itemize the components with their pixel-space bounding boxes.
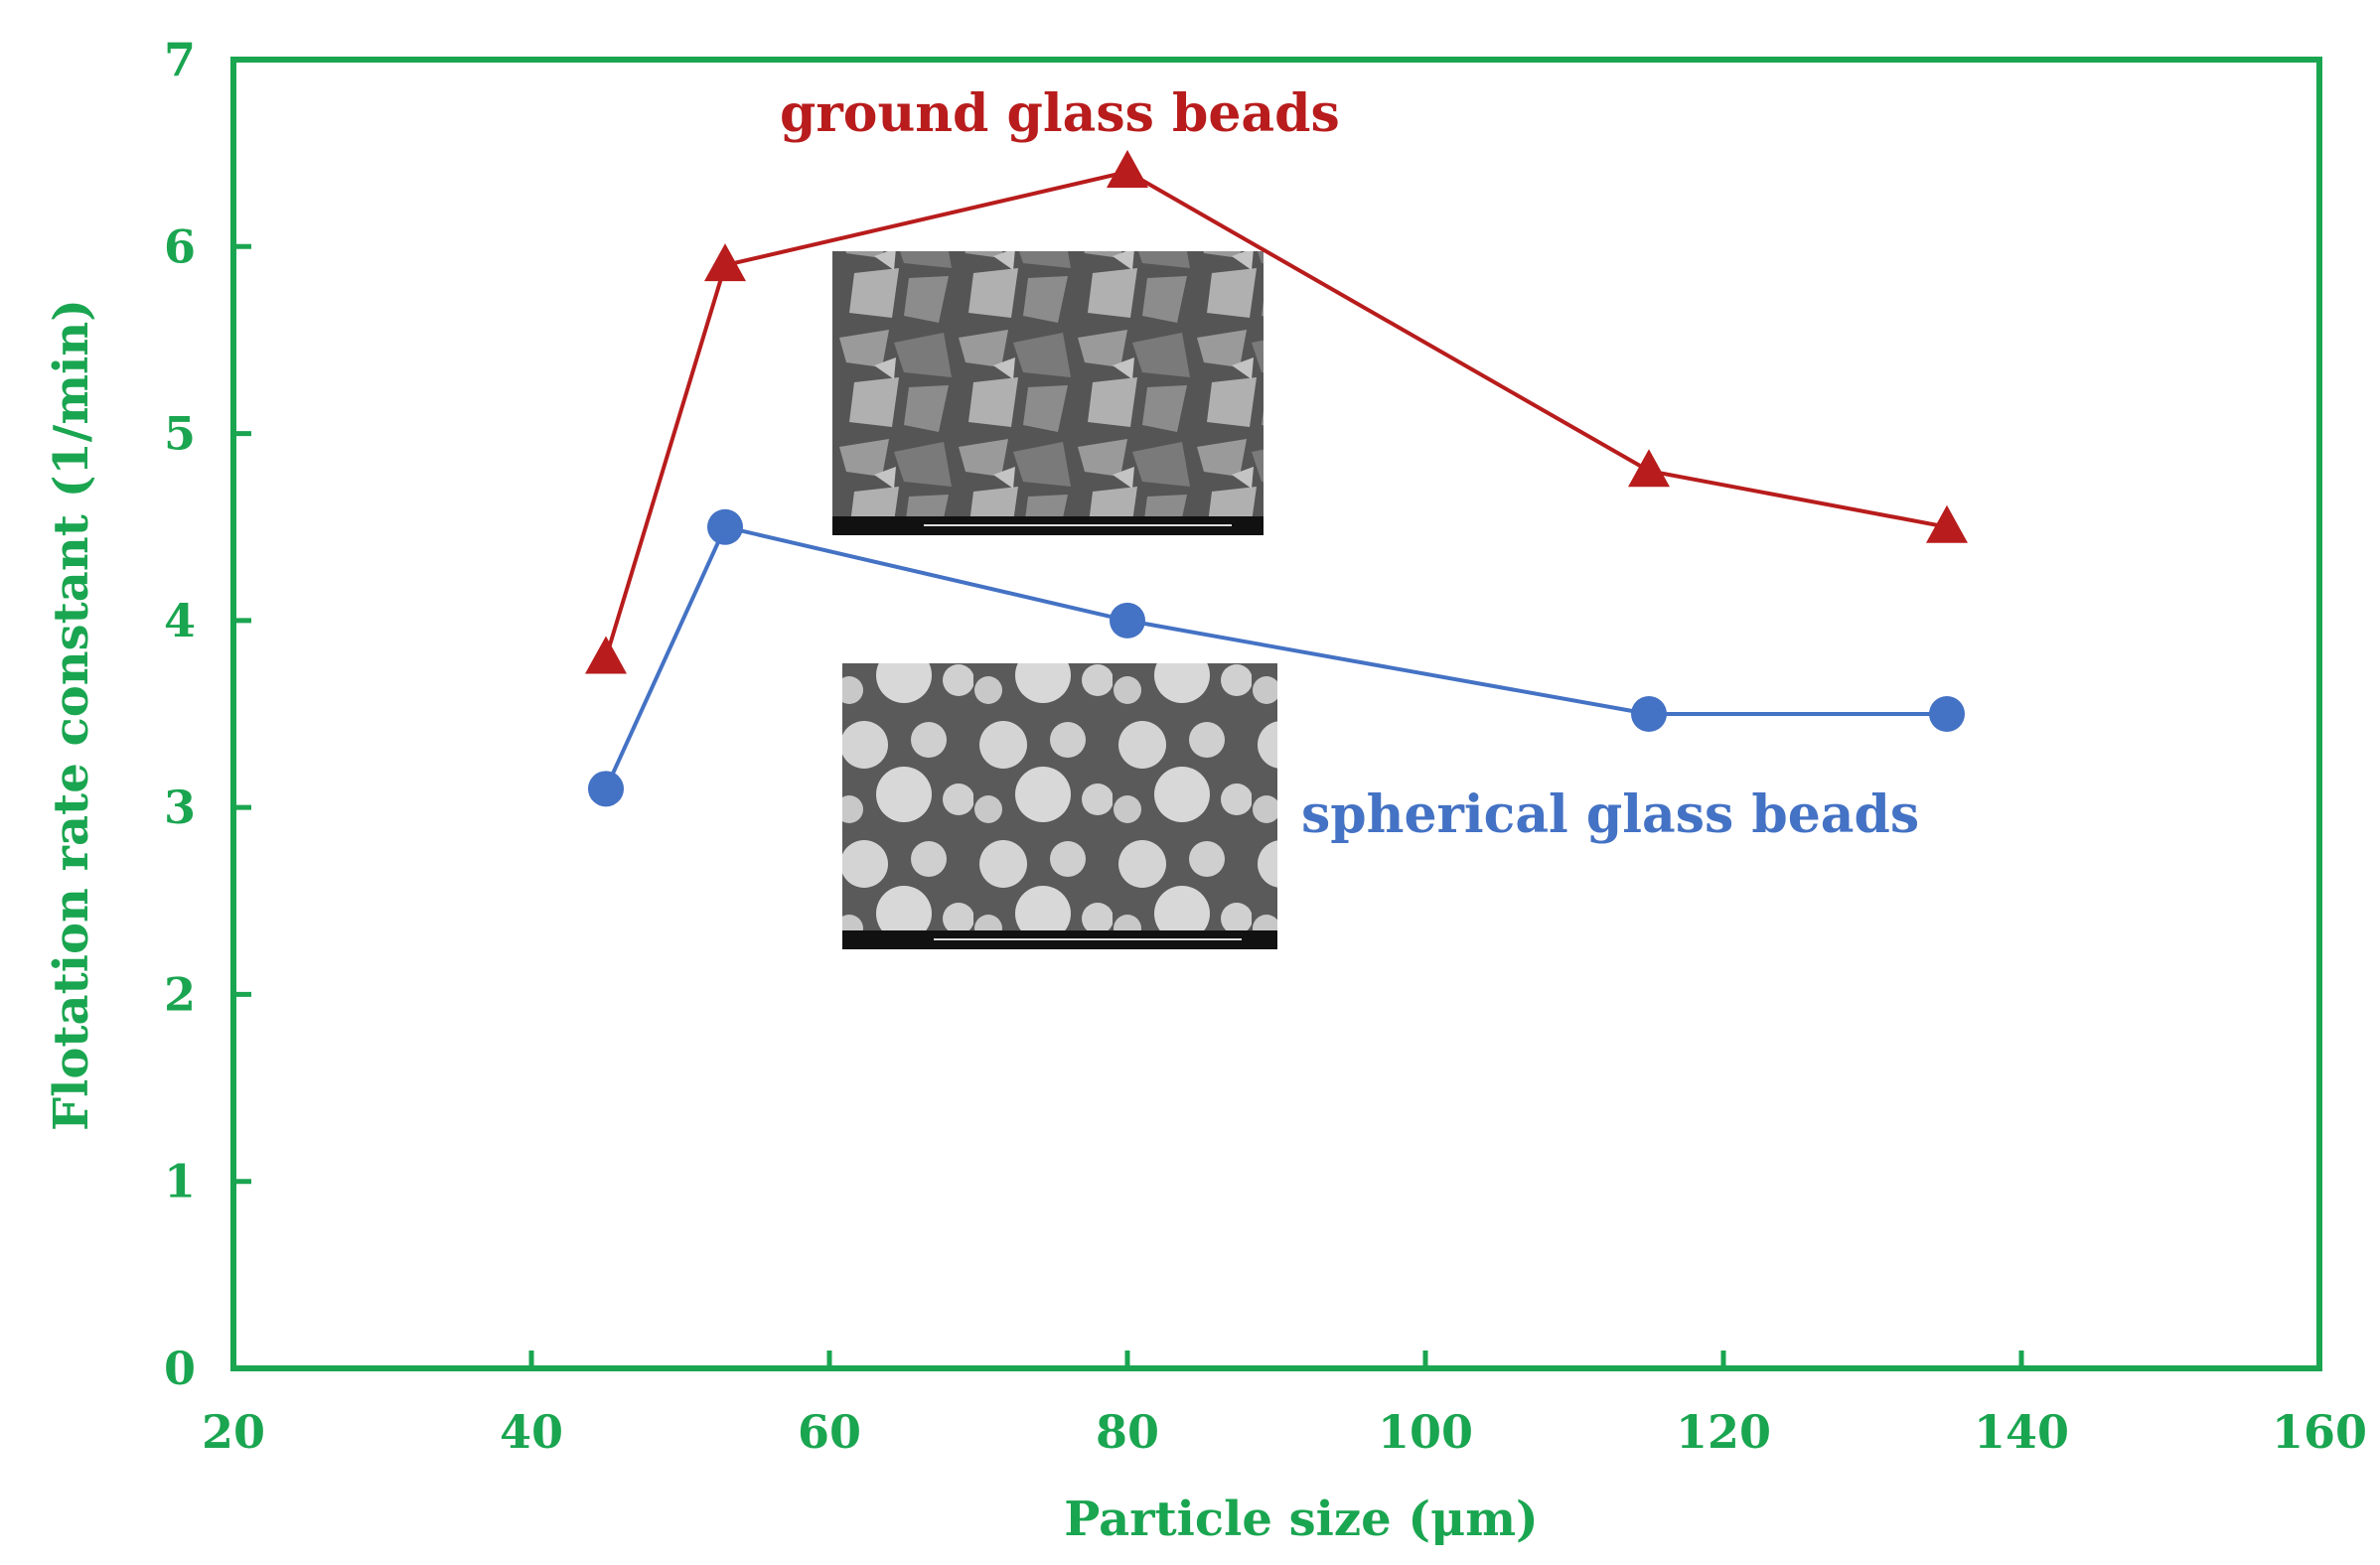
x-axis-title: Particle size (μm) [1064, 1492, 1538, 1547]
data-point-circle [1110, 602, 1145, 639]
y-axis-title: Flotation rate constant (1/min) [44, 299, 99, 1131]
y-axis-ticks: 0 1 2 3 4 5 6 7 [164, 33, 251, 1395]
data-point-triangle [704, 243, 746, 282]
x-tick-label: 40 [500, 1405, 563, 1459]
y-tick-label: 5 [164, 407, 196, 461]
x-tick-label: 100 [1378, 1405, 1473, 1459]
data-point-circle [588, 771, 624, 807]
series-layer [585, 149, 1968, 807]
y-tick-label: 0 [164, 1342, 196, 1395]
y-tick-label: 2 [164, 967, 196, 1021]
data-point-circle [1631, 696, 1667, 732]
sem-image-spherical-glass-beads [842, 663, 1277, 949]
y-tick-label: 3 [164, 781, 196, 834]
x-tick-label: 60 [798, 1405, 861, 1459]
series-label-ground-glass-beads: ground glass beads [780, 83, 1340, 144]
x-tick-label: 160 [2272, 1405, 2367, 1459]
sem-image-ground-glass-beads [832, 251, 1264, 535]
x-tick-label: 140 [1974, 1405, 2069, 1459]
data-point-triangle [1107, 149, 1148, 188]
data-point-circle [1929, 696, 1965, 732]
y-tick-label: 1 [164, 1155, 196, 1209]
x-axis-ticks: 20 40 60 80 100 120 140 160 [202, 1351, 2367, 1459]
x-tick-label: 80 [1096, 1405, 1159, 1459]
y-tick-label: 7 [164, 33, 196, 86]
data-point-triangle [1628, 449, 1670, 488]
y-tick-label: 4 [164, 594, 196, 647]
data-point-triangle [1926, 504, 1968, 543]
data-point-triangle [585, 636, 627, 674]
series-line-0 [604, 169, 1948, 659]
series-label-spherical-glass-beads: spherical glass beads [1301, 784, 1919, 845]
x-tick-label: 120 [1676, 1405, 1771, 1459]
data-point-circle [707, 508, 743, 545]
plot-area-frame [230, 57, 2322, 1371]
y-tick-label: 6 [164, 219, 196, 273]
x-tick-label: 20 [202, 1405, 265, 1459]
